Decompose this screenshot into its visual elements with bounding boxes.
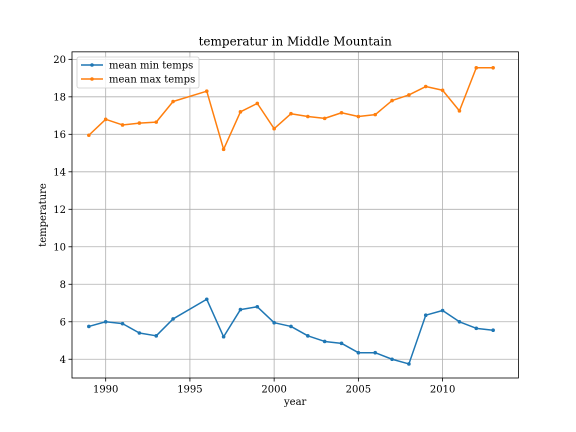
y-tick-label: 14 <box>53 167 66 178</box>
y-axis-ticks: 4 6 8 10 12 14 16 18 20 <box>53 55 72 366</box>
y-tick-label: 10 <box>53 242 66 253</box>
y-tick-label: 6 <box>60 317 66 328</box>
legend-label-0: mean min temps <box>109 61 193 72</box>
x-axis-ticks: 1990 1995 2000 2005 2010 <box>93 378 455 396</box>
y-axis-label: temperature <box>38 183 49 247</box>
data-point-0 <box>103 319 108 324</box>
data-point-1 <box>171 99 175 104</box>
data-point-1 <box>356 114 361 119</box>
data-point-1 <box>255 101 260 106</box>
series-line-1 <box>88 67 494 151</box>
data-point-1 <box>440 88 445 93</box>
x-tick-label: 1995 <box>177 385 202 396</box>
data-point-1 <box>423 84 428 89</box>
series-layer <box>87 65 495 366</box>
data-point-0 <box>373 350 378 355</box>
data-point-0 <box>457 319 462 324</box>
data-point-0 <box>407 362 411 366</box>
y-tick-label: 20 <box>53 55 66 66</box>
data-point-0 <box>390 357 394 362</box>
data-point-0 <box>356 350 361 355</box>
data-point-0 <box>87 324 91 329</box>
data-point-0 <box>474 326 479 331</box>
data-point-1 <box>221 147 226 152</box>
data-point-1 <box>238 110 243 114</box>
data-point-0 <box>171 317 175 321</box>
plot-frame <box>71 51 519 379</box>
data-point-0 <box>440 308 445 313</box>
data-point-1 <box>339 110 344 115</box>
data-point-1 <box>154 120 159 124</box>
data-point-0 <box>120 321 125 326</box>
y-tick-label: 18 <box>53 92 66 103</box>
data-point-0 <box>322 339 327 344</box>
data-point-1 <box>373 112 378 117</box>
legend-marker-0 <box>90 63 94 67</box>
data-point-1 <box>407 93 411 97</box>
data-point-1 <box>457 109 462 113</box>
x-axis-label: year <box>283 397 307 408</box>
data-point-1 <box>289 111 293 116</box>
data-point-0 <box>306 334 310 338</box>
y-tick-label: 8 <box>60 280 66 291</box>
data-point-1 <box>272 126 276 131</box>
legend-frame <box>76 56 200 89</box>
data-point-1 <box>120 123 125 127</box>
data-point-1 <box>306 114 310 119</box>
data-point-1 <box>87 133 91 138</box>
x-tick-label: 2005 <box>346 385 371 396</box>
legend-entry-0: mean min temps <box>81 61 193 72</box>
y-tick-label: 16 <box>53 130 66 141</box>
data-point-0 <box>255 304 260 309</box>
data-point-0 <box>289 324 293 329</box>
data-point-0 <box>137 331 142 335</box>
legend-label-1: mean max temps <box>109 75 195 86</box>
data-point-0 <box>154 334 159 338</box>
data-point-0 <box>272 320 276 325</box>
data-point-0 <box>238 307 243 312</box>
x-tick-label: 1990 <box>93 385 118 396</box>
data-point-0 <box>339 341 344 346</box>
grid <box>72 51 519 378</box>
data-point-1 <box>137 121 142 125</box>
x-tick-label: 2000 <box>261 385 286 396</box>
data-point-1 <box>474 65 479 70</box>
chart-title: temperatur in Middle Mountain <box>199 35 392 49</box>
legend-entry-1: mean max temps <box>81 75 195 86</box>
y-tick-label: 4 <box>60 355 66 366</box>
data-point-1 <box>390 98 394 103</box>
data-point-0 <box>204 297 209 302</box>
x-tick-label: 2010 <box>430 385 455 396</box>
data-point-1 <box>322 116 327 121</box>
data-point-0 <box>491 328 495 333</box>
series-line-0 <box>88 298 494 365</box>
y-tick-label: 12 <box>53 205 66 216</box>
data-point-0 <box>423 313 428 318</box>
data-point-0 <box>221 334 226 339</box>
data-point-1 <box>204 89 209 94</box>
legend: mean min temps mean max temps <box>76 56 200 89</box>
data-point-1 <box>491 65 495 70</box>
legend-marker-1 <box>90 77 94 81</box>
data-point-1 <box>103 117 108 122</box>
